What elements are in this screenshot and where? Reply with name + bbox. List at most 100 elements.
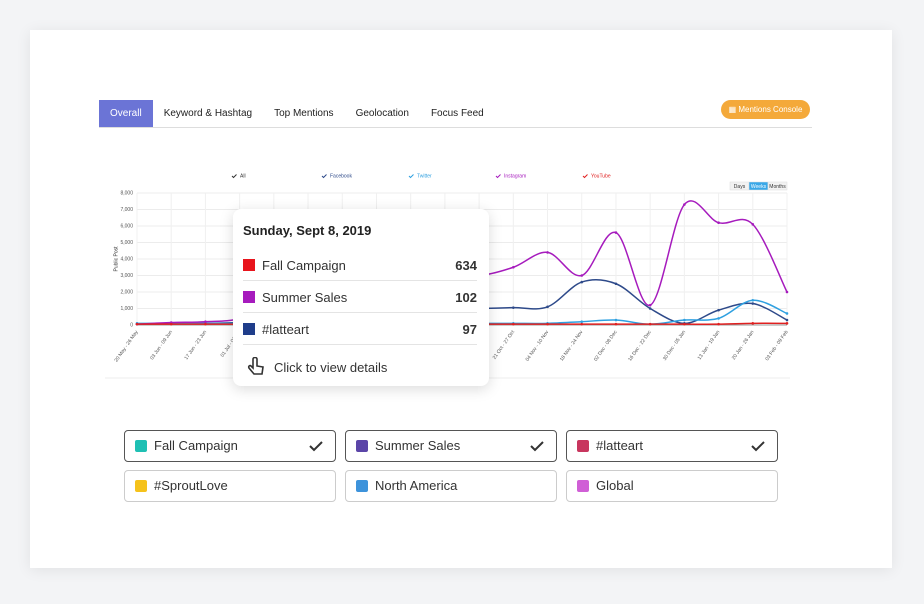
x-tick-label: 03 Feb - 09 Feb (764, 329, 789, 362)
y-axis-label: Public Post (113, 246, 119, 272)
y-tick-label: 5,000 (120, 240, 133, 246)
range-button[interactable] (767, 181, 788, 191)
point (546, 305, 549, 309)
point (546, 251, 549, 254)
swatch (243, 259, 255, 271)
range-label: Days (734, 184, 746, 190)
legend-check (231, 174, 237, 179)
point (580, 280, 584, 284)
legend-item[interactable]: Twitter (417, 173, 432, 179)
point (512, 265, 515, 269)
x-tick-label: 13 Jan - 19 Jan (697, 329, 722, 361)
swatch (577, 480, 589, 492)
filter-name: Global (596, 478, 634, 493)
x-tick-label: 16 Dec - 22 Dec (627, 329, 653, 362)
filter-chip[interactable]: Global (566, 470, 778, 502)
button-label: Mentions Console (738, 105, 803, 114)
point (717, 221, 720, 224)
point (683, 318, 686, 322)
swatch (135, 440, 147, 452)
y-tick-label: 1,000 (120, 306, 133, 312)
check (309, 441, 323, 452)
range-label: Weeks (751, 184, 767, 190)
y-tick-label: 4,000 (120, 256, 133, 262)
y-tick-label: 6,000 (120, 223, 133, 229)
swatch (243, 323, 255, 335)
point (785, 322, 789, 325)
point (135, 322, 139, 326)
x-tick-label: 02 Dec - 08 Dec (593, 329, 619, 362)
filter-name: Summer Sales (375, 438, 461, 453)
y-tick-label: 0 (130, 322, 133, 328)
tab[interactable]: Top Mentions (274, 108, 334, 119)
row-name: Summer Sales (262, 290, 348, 305)
point (580, 320, 584, 324)
filter-chip[interactable]: Fall Campaign (124, 430, 336, 462)
legend-item[interactable]: All (240, 173, 246, 179)
tab[interactable]: Geolocation (355, 108, 409, 119)
point (717, 308, 720, 312)
row-value: 97 (462, 322, 477, 337)
swatch (577, 440, 589, 452)
legend-item[interactable]: Facebook (330, 173, 352, 179)
filter-chip[interactable]: #latteart (566, 430, 778, 462)
check-mark (309, 441, 323, 452)
tooltip-action[interactable]: Click to view details (274, 360, 388, 375)
tab[interactable]: Focus Feed (430, 108, 484, 119)
tooltip: Sunday, Sept 8, 2019 Click to view detai… (233, 209, 489, 386)
legend-check (408, 174, 414, 179)
check (751, 441, 765, 452)
tooltip-row: #latteart 97 (243, 313, 477, 345)
point (751, 298, 755, 302)
x-tick-label: 20 Jan - 26 Jan (731, 329, 756, 361)
point (614, 318, 618, 322)
legend-item[interactable]: YouTube (591, 173, 611, 179)
point (785, 318, 789, 322)
tooltip-row: Fall Campaign 634 (243, 249, 477, 281)
filter-chip[interactable]: #SproutLove (124, 470, 336, 502)
filter-name: #latteart (596, 438, 643, 453)
point (546, 322, 549, 326)
y-tick-label: 7,000 (120, 207, 133, 213)
legend-check (495, 174, 501, 179)
check-mark (751, 441, 765, 452)
x-tick-label: 04 Nov - 10 Nov (525, 329, 551, 362)
swatch (356, 440, 368, 452)
row-value: 102 (455, 290, 477, 305)
point (648, 322, 652, 326)
filter-name: North America (375, 478, 458, 493)
mentions-console-button[interactable]: ▦ Mentions Console (721, 100, 810, 119)
point (751, 322, 755, 325)
point (580, 274, 584, 277)
point (512, 322, 515, 326)
tooltip-row: Summer Sales 102 (243, 281, 477, 313)
swatch (243, 291, 255, 303)
point (648, 307, 652, 310)
x-tick-label: 17 Jun - 23 Jun (183, 329, 208, 361)
point (717, 317, 720, 320)
point (648, 303, 652, 307)
point (751, 223, 755, 226)
filter-name: Fall Campaign (154, 438, 238, 453)
x-tick-label: 18 Nov - 24 Nov (559, 329, 585, 362)
point (614, 282, 618, 286)
point (683, 203, 686, 206)
tab[interactable]: Keyword & Hashtag (163, 108, 253, 119)
swatch (135, 480, 147, 492)
tabs: Overall Keyword & Hashtag Top Mentions Geol… (99, 100, 812, 128)
filter-chip[interactable]: Summer Sales (345, 430, 557, 462)
filter-chip[interactable]: North America (345, 470, 557, 502)
point (614, 231, 618, 234)
legend-check (582, 174, 588, 179)
point (751, 302, 755, 305)
y-tick-label: 2,000 (120, 289, 133, 295)
filter-name: #SproutLove (154, 478, 228, 493)
legend-item[interactable]: Instagram (504, 173, 526, 179)
tooltip-title: Sunday, Sept 8, 2019 (243, 223, 372, 238)
swatch (356, 480, 368, 492)
x-tick-label: 03 Jun - 09 Jun (149, 329, 174, 361)
x-tick-label: 30 Dec - 05 Jan (662, 329, 687, 362)
tab[interactable]: Overall (99, 100, 153, 127)
point (785, 290, 789, 294)
